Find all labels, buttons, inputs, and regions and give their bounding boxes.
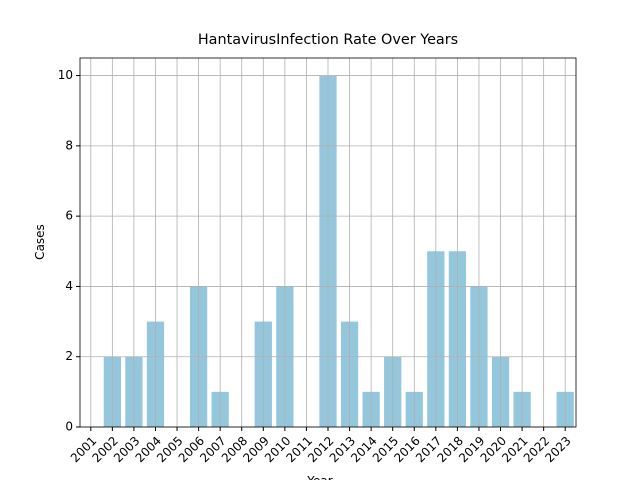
y-tick-label: 4 xyxy=(65,279,73,293)
x-axis-label: Year xyxy=(306,474,332,480)
y-tick-label: 6 xyxy=(65,209,73,223)
y-tick-label: 10 xyxy=(58,68,73,82)
plot-frame xyxy=(79,57,577,428)
y-tick-label: 8 xyxy=(65,138,73,152)
y-axis-label: Cases xyxy=(33,224,47,260)
y-tick-label: 2 xyxy=(65,349,73,363)
y-tick-label: 0 xyxy=(65,420,73,434)
chart-title: HantavirusInfection Rate Over Years xyxy=(198,32,458,48)
